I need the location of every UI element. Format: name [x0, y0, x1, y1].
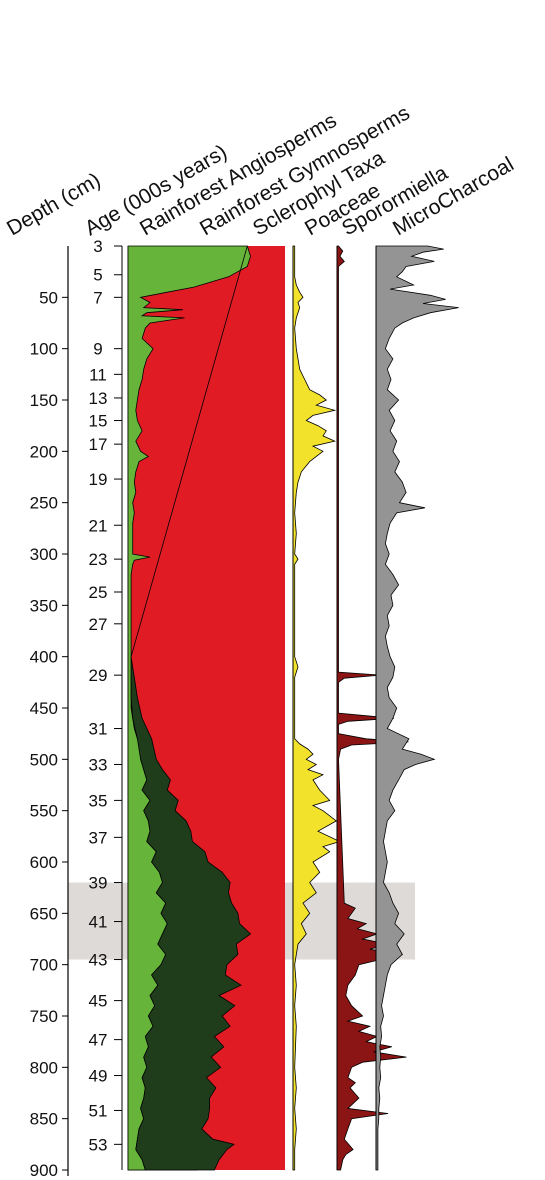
depth-tick-label: 900 — [30, 1161, 58, 1180]
microcharcoal-area — [375, 245, 459, 1171]
age-tick-label: 49 — [89, 1067, 108, 1086]
depth-tick-label: 200 — [30, 442, 58, 461]
depth-tick-label: 400 — [30, 648, 58, 667]
depth-tick-label: 300 — [30, 545, 58, 564]
age-tick-label: 23 — [89, 550, 108, 569]
age-tick-label: 39 — [89, 874, 108, 893]
depth-tick-label: 550 — [30, 802, 58, 821]
age-tick-label: 17 — [89, 435, 108, 454]
age-tick-label: 43 — [89, 951, 108, 970]
poaceae-area — [292, 245, 341, 1171]
age-tick-label: 19 — [89, 470, 108, 489]
depth-tick-label: 350 — [30, 596, 58, 615]
age-tick-label: 41 — [89, 913, 108, 932]
depth-tick-label: 450 — [30, 699, 58, 718]
age-tick-label: 31 — [89, 720, 108, 739]
age-tick-label: 25 — [89, 583, 108, 602]
depth-tick-label: 800 — [30, 1058, 58, 1077]
depth-tick-label: 750 — [30, 1007, 58, 1026]
depth-tick-label: 700 — [30, 956, 58, 975]
age-tick-label: 27 — [89, 615, 108, 634]
sporormiella-area — [336, 245, 409, 1171]
age-tick-label: 53 — [89, 1135, 108, 1154]
depth-tick-label: 150 — [30, 391, 58, 410]
depth-tick-label: 500 — [30, 750, 58, 769]
depth-tick-label: 100 — [30, 340, 58, 359]
age-tick-label: 45 — [89, 992, 108, 1011]
age-tick-label: 47 — [89, 1031, 108, 1050]
plot-layer — [127, 245, 459, 1171]
depth-tick-label: 850 — [30, 1110, 58, 1129]
depth-tick-label: 600 — [30, 853, 58, 872]
depth-tick-label: 50 — [39, 288, 58, 307]
age-tick-label: 35 — [89, 791, 108, 810]
axis-layer: 50 100 150 200 250 300 350 400 450 500 550 600 650 70… — [30, 237, 123, 1180]
age-tick-label: 33 — [89, 755, 108, 774]
depth-tick-label: 250 — [30, 494, 58, 513]
age-tick-label: 37 — [89, 828, 108, 847]
age-tick-label: 11 — [89, 365, 107, 384]
age-tick-label: 51 — [89, 1101, 108, 1120]
rainforest-gymnosperms-band — [130, 245, 252, 1171]
column-headers: Depth (cm)Age (000s years)Rainforest Ang… — [3, 101, 518, 240]
age-tick-label: 5 — [93, 266, 102, 285]
age-tick-label: 3 — [93, 237, 102, 256]
age-tick-label: 21 — [89, 516, 108, 535]
age-tick-label: 9 — [93, 340, 102, 359]
depth-tick-label: 650 — [30, 904, 58, 923]
age-tick-label: 29 — [89, 666, 108, 685]
age-tick-label: 13 — [89, 389, 108, 408]
age-tick-label: 15 — [89, 412, 108, 431]
age-tick-label: 7 — [93, 288, 102, 307]
